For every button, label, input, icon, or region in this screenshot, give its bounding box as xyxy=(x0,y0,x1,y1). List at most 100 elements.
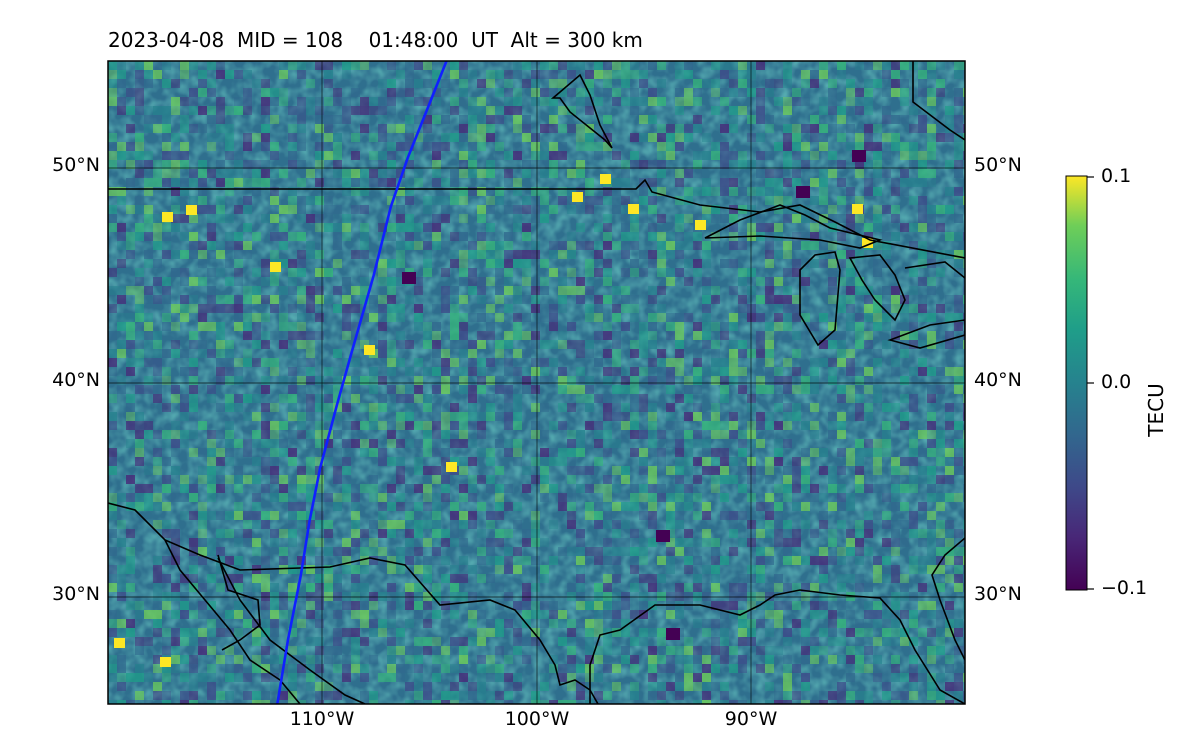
tec-pixel xyxy=(540,187,549,196)
tec-pixel xyxy=(837,412,846,421)
tec-pixel xyxy=(162,223,171,232)
tec-pixel xyxy=(675,97,684,106)
tec-pixel xyxy=(342,664,351,673)
tec-pixel xyxy=(225,610,234,619)
tec-pixel xyxy=(234,601,243,610)
tec-pixel xyxy=(576,124,585,133)
tec-pixel xyxy=(342,61,351,70)
tec-pixel xyxy=(882,151,891,160)
tec-pixel xyxy=(576,367,585,376)
tec-pixel xyxy=(171,151,180,160)
tec-pixel xyxy=(423,403,432,412)
tec-pixel xyxy=(864,61,873,70)
tec-pixel xyxy=(180,304,189,313)
tec-pixel xyxy=(657,484,666,493)
tec-pixel xyxy=(324,394,333,403)
tec-pixel xyxy=(117,70,126,79)
tec-pixel xyxy=(531,214,540,223)
tec-pixel xyxy=(360,124,369,133)
tec-pixel xyxy=(171,493,180,502)
tec-pixel xyxy=(882,691,891,700)
colorbar-mid-label: 0.0 xyxy=(1101,371,1132,393)
tec-pixel xyxy=(333,583,342,592)
tec-pixel xyxy=(324,79,333,88)
tec-pixel xyxy=(288,61,297,70)
tec-pixel xyxy=(306,349,315,358)
tec-pixel xyxy=(414,358,423,367)
tec-pixel xyxy=(216,61,225,70)
tec-pixel xyxy=(360,673,369,682)
tec-pixel xyxy=(702,367,711,376)
tec-pixel xyxy=(837,556,846,565)
tec-pixel xyxy=(414,241,423,250)
tec-pixel xyxy=(828,214,837,223)
tec-pixel xyxy=(747,70,756,79)
tec-pixel xyxy=(648,511,657,520)
tec-pixel xyxy=(144,610,153,619)
tec-pixel xyxy=(864,97,873,106)
tec-pixel xyxy=(828,286,837,295)
tec-pixel xyxy=(576,466,585,475)
tec-pixel xyxy=(720,187,729,196)
tec-pixel xyxy=(873,457,882,466)
tec-pixel xyxy=(162,322,171,331)
tec-pixel xyxy=(666,520,675,529)
tec-pixel xyxy=(144,286,153,295)
tec-pixel xyxy=(441,241,450,250)
tec-pixel xyxy=(819,169,828,178)
tec-pixel xyxy=(657,124,666,133)
tec-pixel xyxy=(180,637,189,646)
tec-pixel xyxy=(612,439,621,448)
tec-pixel xyxy=(252,313,261,322)
tec-pixel xyxy=(135,268,144,277)
tec-pixel xyxy=(477,313,486,322)
tec-pixel xyxy=(243,133,252,142)
tec-pixel xyxy=(675,682,684,691)
tec-pixel xyxy=(549,700,558,704)
tec-pixel xyxy=(702,259,711,268)
tec-pixel xyxy=(450,106,459,115)
tec-pixel xyxy=(333,457,342,466)
tec-pixel xyxy=(432,538,441,547)
tec-pixel xyxy=(405,511,414,520)
tec-pixel xyxy=(162,232,171,241)
tec-pixel xyxy=(243,448,252,457)
tec-pixel xyxy=(243,223,252,232)
tec-pixel xyxy=(162,430,171,439)
tec-pixel xyxy=(684,385,693,394)
tec-pixel xyxy=(432,385,441,394)
tec-pixel xyxy=(891,187,900,196)
tec-pixel xyxy=(315,61,324,70)
tec-pixel xyxy=(459,493,468,502)
tec-pixel xyxy=(729,79,738,88)
tec-pixel xyxy=(324,367,333,376)
tec-pixel xyxy=(126,565,135,574)
tec-pixel xyxy=(108,565,117,574)
lat-label-50-left: 50°N xyxy=(52,154,100,176)
tec-pixel xyxy=(378,502,387,511)
tec-pixel xyxy=(459,574,468,583)
tec-pixel xyxy=(288,349,297,358)
tec-pixel xyxy=(720,358,729,367)
tec-pixel xyxy=(558,673,567,682)
tec-pixel xyxy=(567,196,576,205)
tec-pixel xyxy=(504,178,513,187)
tec-pixel xyxy=(135,430,144,439)
tec-pixel xyxy=(738,655,747,664)
tec-pixel xyxy=(405,421,414,430)
tec-pixel xyxy=(846,124,855,133)
tec-pixel xyxy=(891,502,900,511)
tec-pixel xyxy=(882,88,891,97)
tec-pixel xyxy=(468,97,477,106)
tec-pixel xyxy=(639,115,648,124)
tec-pixel xyxy=(180,61,189,70)
tec-pixel xyxy=(702,79,711,88)
tec-pixel xyxy=(540,466,549,475)
tec-pixel xyxy=(963,673,965,682)
tec-pixel xyxy=(594,511,603,520)
tec-pixel xyxy=(468,268,477,277)
tec-pixel xyxy=(558,277,567,286)
tec-pixel xyxy=(837,655,846,664)
tec-pixel xyxy=(648,205,657,214)
tec-pixel xyxy=(954,439,963,448)
